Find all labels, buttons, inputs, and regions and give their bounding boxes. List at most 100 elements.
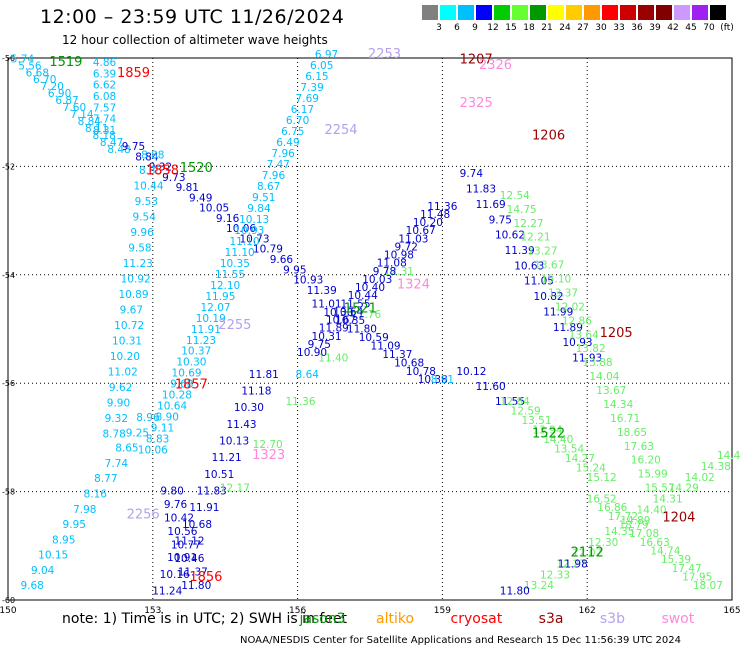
wave-height-value: 9.95 bbox=[63, 519, 86, 531]
color-scale-label: 33 bbox=[613, 23, 625, 33]
wave-height-value: 13.94 bbox=[532, 424, 562, 436]
wave-height-value: 11.48 bbox=[420, 209, 450, 221]
wave-height-value: 11.24 bbox=[152, 586, 182, 598]
wave-height-value: 6.90 bbox=[48, 88, 71, 100]
wave-height-value: 8.65 bbox=[115, 443, 138, 455]
wave-height-value: 6.70 bbox=[286, 115, 309, 127]
color-scale-label: (ft) bbox=[720, 23, 734, 33]
wave-height-value: 7.96 bbox=[271, 148, 295, 160]
wave-height-value: 13.24 bbox=[524, 580, 554, 592]
wave-height-value: 10.64 bbox=[333, 306, 363, 318]
wave-height-value: 8.31 bbox=[93, 125, 116, 137]
wave-height-value: 11.80 bbox=[347, 324, 377, 336]
wave-height-value: 10.59 bbox=[359, 332, 389, 344]
y-tick-label: -56 bbox=[2, 379, 15, 388]
wave-height-value: 8.67 bbox=[257, 181, 280, 193]
wave-height-value: 8.18 bbox=[92, 130, 115, 142]
wave-height-value: 10.79 bbox=[253, 244, 283, 256]
wave-height-value: 9.75 bbox=[122, 141, 145, 153]
wave-height-value: 10.92 bbox=[121, 273, 151, 285]
color-scale-label: 3 bbox=[436, 23, 442, 33]
wave-height-value: 13.37 bbox=[548, 287, 578, 299]
wave-height-value: 11.55 bbox=[215, 269, 245, 281]
y-tick-label: -52 bbox=[2, 162, 15, 171]
wave-height-value: 17.47 bbox=[672, 563, 702, 575]
wave-height-value: 9.90 bbox=[107, 397, 130, 409]
wave-height-value: 14.34 bbox=[603, 399, 633, 411]
wave-height-value: 11.93 bbox=[572, 353, 602, 365]
wave-height-value: 6.97 bbox=[315, 49, 338, 61]
wave-height-value: 10.16 bbox=[160, 569, 190, 581]
wave-height-value: 9.11 bbox=[151, 423, 174, 435]
wave-height-value: 10.93 bbox=[293, 275, 323, 287]
wave-height-value: 11.89 bbox=[553, 322, 583, 334]
wave-height-value: 12.27 bbox=[556, 558, 586, 570]
pass-time-label: 1324 bbox=[397, 277, 430, 292]
wave-height-value: 17.08 bbox=[629, 528, 659, 540]
y-tick-label: -60 bbox=[2, 596, 15, 605]
wave-height-value: 11.43 bbox=[227, 419, 257, 431]
wave-height-value: 11.39 bbox=[505, 245, 535, 257]
wave-height-value: 11.09 bbox=[371, 340, 401, 352]
wave-height-value: 15.39 bbox=[661, 554, 691, 566]
wave-height-value: 9.95 bbox=[283, 264, 306, 276]
wave-height-value: 12.86 bbox=[562, 315, 592, 327]
color-scale-label: 9 bbox=[472, 23, 478, 33]
wave-height-value: 11.80 bbox=[181, 580, 211, 592]
wave-height-value: 10.78 bbox=[406, 366, 436, 378]
wave-height-value: 10.77 bbox=[171, 540, 201, 552]
wave-height-value: 10.72 bbox=[114, 320, 144, 332]
wave-height-value: 9.58 bbox=[128, 242, 151, 254]
wave-height-value: 10.31 bbox=[312, 331, 342, 343]
x-tick-label: 162 bbox=[579, 606, 596, 616]
color-scale-label: 27 bbox=[577, 23, 589, 33]
wave-height-value: 7.14 bbox=[70, 109, 94, 121]
wave-height-value: 9.81 bbox=[176, 182, 199, 194]
legend-s3b: s3b bbox=[599, 611, 625, 627]
color-scale-label: 6 bbox=[454, 23, 460, 33]
wave-height-value: 8.16 bbox=[84, 489, 108, 501]
wave-height-value: 9.78 bbox=[373, 266, 396, 278]
wave-height-value: 11.40 bbox=[318, 353, 348, 365]
wave-height-value: 11.03 bbox=[398, 233, 428, 245]
wave-height-value: 12.84 bbox=[500, 396, 530, 408]
wave-height-value: 4.86 bbox=[93, 57, 117, 69]
color-swatch bbox=[620, 5, 636, 20]
wave-height-value: 9.75 bbox=[308, 339, 331, 351]
wave-height-value: 6.08 bbox=[93, 91, 116, 103]
wave-height-value: 11.83 bbox=[466, 184, 496, 196]
wave-height-value: 11.23 bbox=[186, 335, 216, 347]
wave-height-value: 14.40 bbox=[543, 434, 573, 446]
wave-height-value: 10.44 bbox=[133, 180, 163, 192]
wave-height-value: 9.75 bbox=[489, 214, 512, 226]
pass-time-label: 2254 bbox=[324, 123, 357, 138]
wave-height-value: 10.63 bbox=[514, 260, 544, 272]
page-title: 12:00 – 23:59 UTC 11/26/2024 bbox=[40, 6, 345, 28]
color-scale-label: 12 bbox=[487, 23, 499, 33]
wave-height-value: 11.37 bbox=[382, 349, 412, 361]
legend-cryosat: cryosat bbox=[450, 611, 503, 627]
wave-height-value: 9.54 bbox=[133, 211, 157, 223]
wave-height-value: 12.10 bbox=[210, 280, 240, 292]
wave-height-value: 13.27 bbox=[527, 246, 557, 258]
wave-height-value: 12.31 bbox=[384, 266, 414, 278]
wave-height-value: 9.96 bbox=[130, 227, 154, 239]
wave-height-value: 11.36 bbox=[427, 201, 457, 213]
wave-height-value: 17.72 bbox=[608, 511, 638, 523]
wave-height-value: 12.33 bbox=[540, 569, 570, 581]
pass-time-label: 1205 bbox=[600, 326, 633, 341]
pass-time-label: 2325 bbox=[460, 96, 493, 111]
wave-height-value: 6.62 bbox=[93, 80, 116, 92]
wave-height-value: 11.99 bbox=[543, 306, 573, 318]
wave-height-value: 11.60 bbox=[476, 381, 506, 393]
wave-height-value: 10.35 bbox=[335, 315, 365, 327]
pass-time-label: 1323 bbox=[252, 448, 285, 463]
wave-height-value: 11.02 bbox=[108, 366, 138, 378]
wave-height-value: 10.06 bbox=[226, 223, 256, 235]
wave-height-value: 12.70 bbox=[253, 439, 283, 451]
x-tick-label: 159 bbox=[434, 606, 451, 616]
wave-height-value: 9.80 bbox=[160, 485, 183, 497]
wave-height-value: 6.39 bbox=[93, 68, 116, 80]
legend-jason3: jason3 bbox=[299, 611, 346, 627]
wave-height-value: 14.02 bbox=[685, 472, 715, 484]
